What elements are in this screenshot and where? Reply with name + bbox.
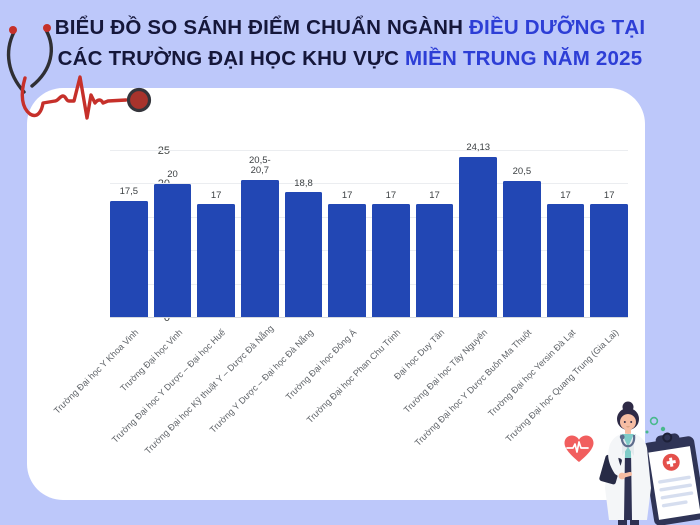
bar [197,204,236,318]
title-line2-blue: MIỀN TRUNG NĂM 2025 [405,46,643,70]
bar [153,184,192,318]
bar-slot: 17 [372,151,410,318]
doctor-figure [599,401,651,525]
title-line-2: CÁC TRƯỜNG ĐẠI HỌC KHU VỰC MIỀN TRUNG NĂ… [40,44,660,75]
stethoscope-heartbeat-icon [6,24,152,120]
gridline [110,150,628,151]
bar-slot: 18,8 [284,151,323,318]
earbud-icon [43,24,51,32]
bar-value-label: 17 [560,189,571,201]
title-line-1: BIỂU ĐỒ SO SÁNH ĐIỂM CHUẨN NGÀNH ĐIỀU DƯ… [40,13,660,44]
bar [590,204,629,318]
title-line1-blue: ĐIỀU DƯỠNG TẠI [469,16,646,39]
page-title: BIỂU ĐỒ SO SÁNH ĐIỂM CHUẨN NGÀNH ĐIỀU DƯ… [40,13,660,75]
bar-slot: 17 [328,151,367,318]
bar-slot: 17 [197,151,236,318]
dot-icon [645,430,649,434]
title-line1-dark: BIỂU ĐỒ SO SÁNH ĐIỂM CHUẨN NGÀNH [54,16,470,39]
doctor-illustration [564,401,700,525]
bar-value-label: 17 [603,189,615,201]
bar-value-label: 24,13 [466,141,491,153]
heart-ecg-icon [564,435,594,462]
bar [284,192,323,318]
gridline [110,216,628,218]
dot-icon [660,426,666,432]
bar [459,156,498,318]
bar [372,204,410,318]
bar-slot: 20,5 [503,151,541,318]
bar-slot: 20,5- 20,7 [241,151,279,318]
gridline [110,250,628,252]
plot-area: 17,5 20 17 20,5- 20,7 18,8 17 17 17 24,13 20,5 17 1… [110,142,629,318]
bar-slot: 17 [590,151,629,318]
bar [328,204,367,318]
title-line2-dark: CÁC TRƯỜNG ĐẠI HỌC KHU VỰC [57,46,405,70]
bar-value-label: 17 [429,189,440,201]
bar [546,204,585,318]
bar-value-label: 17,5 [119,186,139,198]
bar [503,181,541,318]
bar-value-label: 20 [167,169,178,181]
dot-icon [649,416,659,426]
medical-clipboard-icon [642,432,700,525]
bar-slot: 20 [153,151,192,318]
gridline [110,283,628,285]
earbud-icon [9,26,17,34]
ecg-line [20,75,128,120]
bar-series: 17,5 20 17 20,5- 20,7 18,8 17 17 17 24,13 20,5 17 1… [110,142,629,318]
chestpiece-icon [126,87,152,113]
bar-value-label: 20,5- 20,7 [249,154,271,177]
y-tick-label: 0 [163,312,170,324]
bar-slot: 17 [546,151,585,318]
gridline [110,183,628,185]
bar-value-label: 18,8 [294,177,313,189]
bar [415,204,454,318]
bar-value-label: 17 [210,189,222,201]
bar-slot: 17,5 [110,151,148,318]
bar-value-label: 20,5 [512,166,532,178]
y-tick-label: 25 [157,145,170,157]
x-axis-line [110,317,628,318]
bar-value-label: 17 [385,189,397,201]
bar [110,201,148,318]
bar [241,180,279,318]
bar-slot: 24,13 [459,142,498,318]
bar-value-label: 17 [341,189,353,201]
bar-slot: 17 [415,151,454,318]
x-axis-labels: Trường Đại học Y Khoa Vinh Trường Đại học… [52,318,628,488]
